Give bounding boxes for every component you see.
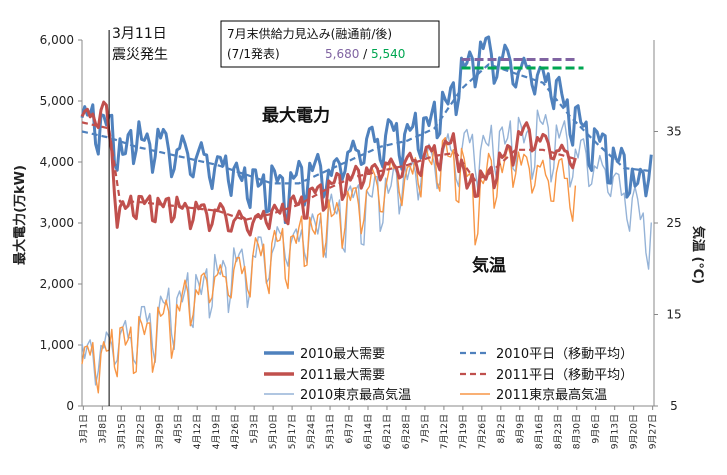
x-tick-label: 7月5日 — [420, 414, 431, 443]
y-right-tick-label: 25 — [666, 216, 681, 230]
x-tick-label: 3月1日 — [78, 414, 89, 443]
legend-entry-label: 2010平日（移動平均） — [496, 347, 633, 362]
x-tick-label: 8月9日 — [515, 414, 526, 443]
x-tick-label: 6月7日 — [344, 414, 355, 443]
y-left-tick-label: 0 — [66, 399, 74, 413]
forecast-box: 7月末供給力見込み(融通前/後) (7/1発表) 5,680 / 5,540 — [220, 20, 440, 68]
y-right-axis-label: 気温 (℃) — [690, 226, 706, 284]
x-tick-label: 9月6日 — [591, 414, 602, 443]
x-tick-label: 7月12日 — [439, 414, 450, 449]
forecast-box-date: (7/1発表) — [227, 47, 280, 61]
legend-entry-label: 2011最大需要 — [300, 368, 385, 383]
y-left-tick-label: 1,000 — [40, 338, 74, 352]
x-tick-label: 3月8日 — [97, 414, 108, 443]
event-description-label: 震災発生 — [112, 47, 168, 63]
event-date-label: 3月11日 — [112, 26, 167, 42]
temperature-curve-label: 気温 — [471, 255, 506, 276]
x-tick-label: 5月3日 — [249, 414, 260, 443]
legend-entry-label: 2011東京最高気温 — [496, 387, 607, 403]
forecast-lines — [461, 58, 584, 70]
series-line-1 — [81, 63, 652, 185]
x-tick-label: 7月19日 — [458, 414, 469, 449]
legend-entry-label: 2010最大需要 — [300, 347, 385, 362]
series-layer — [80, 35, 653, 394]
legend-entry-label: 2010東京最高気温 — [300, 387, 411, 403]
x-tick-label: 5月24日 — [306, 414, 317, 449]
x-tick-label: 5月31日 — [325, 414, 336, 449]
forecast-value-before: 5,680 — [325, 47, 359, 61]
forecast-value-after: 5,540 — [371, 47, 405, 61]
x-tick-label: 3月15日 — [116, 414, 127, 449]
y-left-tick-label: 2,000 — [40, 277, 74, 291]
x-tick-label: 4月19日 — [211, 414, 222, 449]
x-tick-label: 4月12日 — [192, 414, 203, 449]
series-line-0 — [80, 35, 653, 224]
y-right-ticks: 5 15 25 35 — [654, 125, 682, 413]
y-left-ticks: 0 1,000 2,000 3,000 4,000 5,000 6,000 — [40, 33, 82, 413]
x-tick-label: 9月13日 — [610, 414, 621, 449]
x-tick-label: 8月30日 — [572, 414, 583, 449]
y-left-tick-label: 4,000 — [40, 155, 74, 169]
x-tick-label: 6月21日 — [382, 414, 393, 449]
power-curve-label: 最大電力 — [262, 105, 330, 126]
x-tick-label: 4月26日 — [230, 414, 241, 449]
x-tick-label: 8月23日 — [553, 414, 564, 449]
y-left-tick-label: 5,000 — [40, 94, 74, 108]
x-tick-label: 9月27日 — [648, 414, 659, 449]
forecast-box-title: 7月末供給力見込み(融通前/後) — [227, 26, 392, 41]
x-tick-label: 8月2日 — [496, 414, 507, 443]
y-right-tick-label: 15 — [666, 308, 681, 322]
x-tick-label: 4月5日 — [173, 414, 184, 443]
y-left-tick-label: 3,000 — [40, 216, 74, 230]
x-tick-label: 3月29日 — [154, 414, 165, 449]
x-ticks: 3月1日 3月8日 3月15日 3月22日 3月29日 4月5日 4月12日 4月19日 4月2… — [78, 406, 659, 449]
x-tick-label: 8月16日 — [534, 414, 545, 449]
x-tick-label: 6月14日 — [363, 414, 374, 449]
y-left-tick-label: 6,000 — [40, 33, 74, 47]
forecast-box-values: 5,680 / 5,540 — [325, 47, 405, 61]
x-tick-label: 5月10日 — [268, 414, 279, 449]
y-left-axis-label: 最大電力(万kW) — [12, 165, 28, 265]
y-right-tick-label: 35 — [666, 125, 681, 139]
x-tick-label: 9月20日 — [629, 414, 640, 449]
y-right-tick-label: 5 — [670, 399, 678, 413]
x-tick-label: 3月22日 — [135, 414, 146, 449]
forecast-value-separator: / — [359, 47, 371, 61]
series-line-5 — [81, 136, 577, 394]
series-line-2 — [80, 100, 577, 237]
x-tick-label: 5月17日 — [287, 414, 298, 449]
chart-legend: 2010最大需要 2010平日（移動平均） 2011最大需要 2011平日（移動平均）… — [264, 347, 633, 403]
legend-entry-label: 2011平日（移動平均） — [496, 368, 633, 383]
x-tick-label: 6月28日 — [401, 414, 412, 449]
x-tick-label: 7月26日 — [477, 414, 488, 449]
